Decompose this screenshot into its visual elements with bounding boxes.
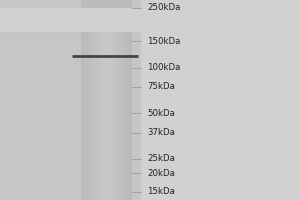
Text: 75kDa: 75kDa [147,82,175,91]
Text: 15kDa: 15kDa [147,188,175,196]
Text: 150kDa: 150kDa [147,37,180,46]
Text: 50kDa: 50kDa [147,109,175,118]
Text: 37kDa: 37kDa [147,128,175,137]
Text: 25kDa: 25kDa [147,154,175,163]
Text: 100kDa: 100kDa [147,63,180,72]
Text: 20kDa: 20kDa [147,169,175,178]
Text: 250kDa: 250kDa [147,3,180,12]
